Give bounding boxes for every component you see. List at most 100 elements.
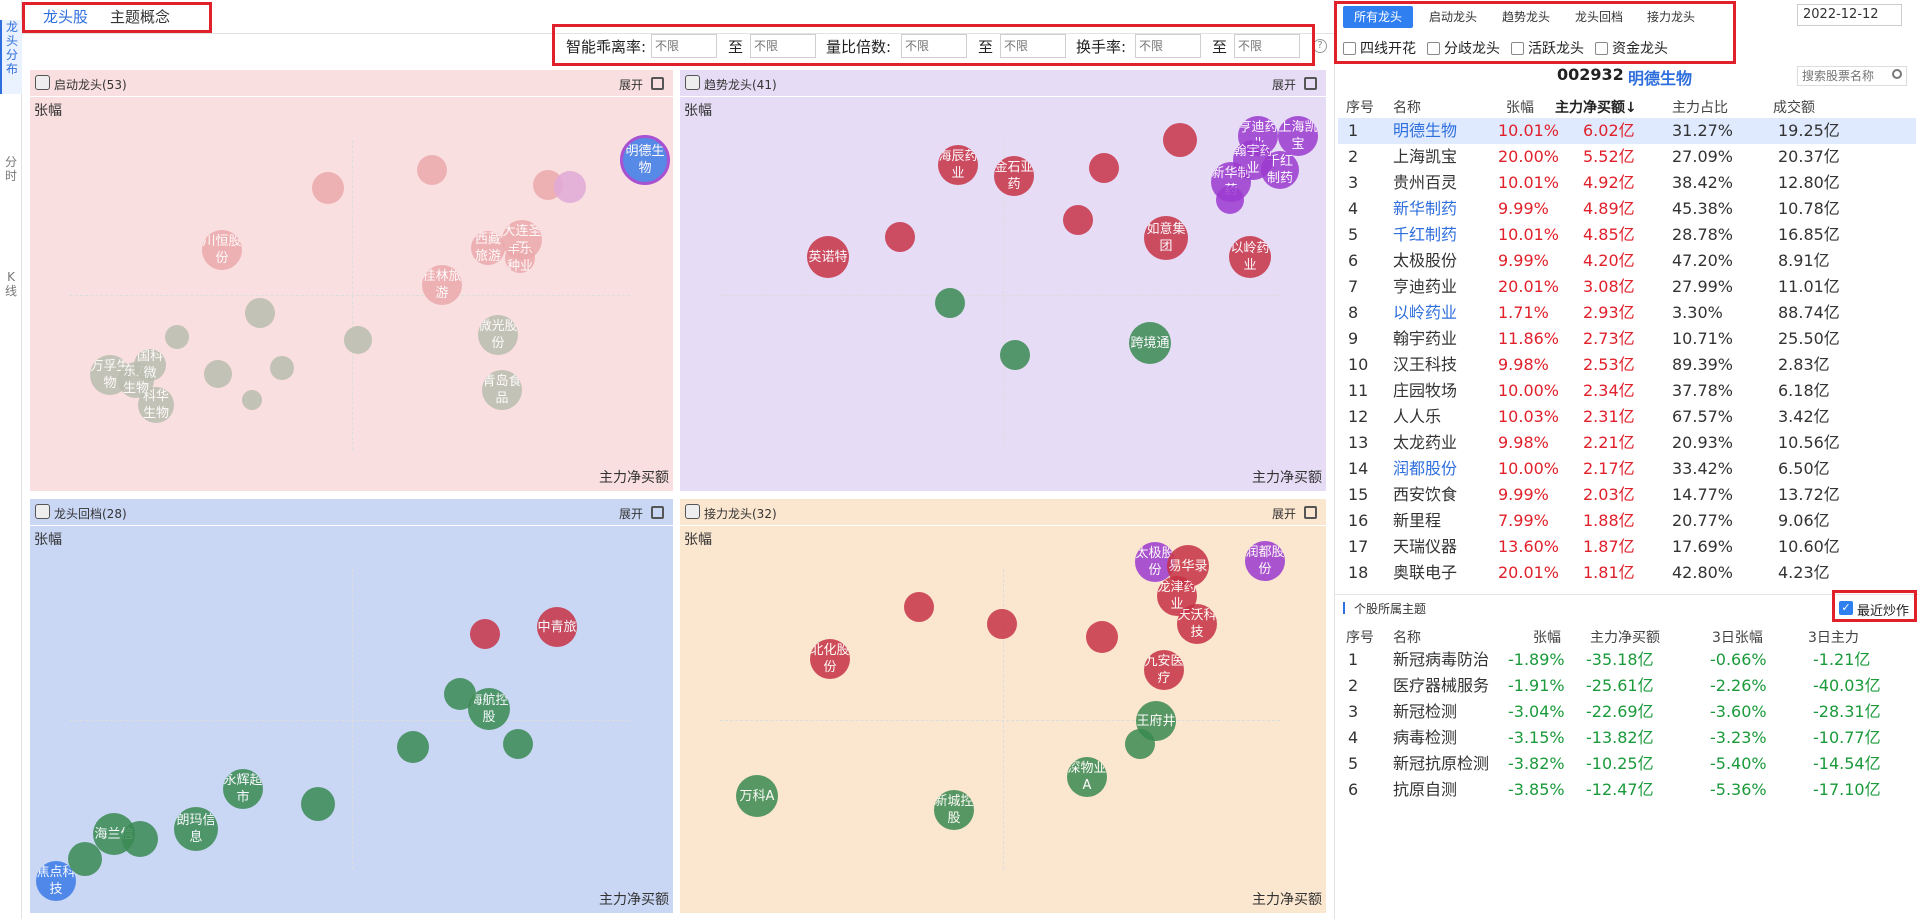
stock-bubble[interactable]: 金石亚药 xyxy=(994,156,1034,196)
deviation-min-input[interactable] xyxy=(651,34,717,58)
stock-bubble[interactable]: 川恒股份 xyxy=(202,230,242,270)
checkbox-box[interactable] xyxy=(1595,41,1608,55)
turnover-min-input[interactable] xyxy=(1135,34,1201,58)
fullscreen-icon[interactable] xyxy=(651,77,664,90)
header-ratio[interactable]: 主力占比 xyxy=(1672,100,1728,116)
tab-theme-concepts[interactable]: 主题概念 xyxy=(110,8,171,26)
header-3d-change[interactable]: 3日张幅 xyxy=(1712,630,1763,646)
stock-bubble[interactable] xyxy=(165,325,189,349)
volume-ratio-max-input[interactable] xyxy=(1000,34,1066,58)
table-row[interactable]: 18 奥联电子 20.01% 1.81亿 42.80% 4.23亿 xyxy=(1338,560,1916,586)
tab-relay-dragons[interactable]: 接力龙头 xyxy=(1646,10,1695,24)
table-row[interactable]: 10 汉王科技 9.98% 2.53亿 89.39% 2.83亿 xyxy=(1338,352,1916,378)
table-row[interactable]: 5 千红制药 10.01% 4.85亿 28.78% 16.85亿 xyxy=(1338,222,1916,248)
recent-hype-checkbox[interactable]: ✓ xyxy=(1839,601,1853,615)
stock-bubble[interactable] xyxy=(1000,340,1030,370)
checkbox-box[interactable] xyxy=(1511,41,1524,55)
table-row[interactable]: 6 太极股份 9.99% 4.20亿 47.20% 8.91亿 xyxy=(1338,248,1916,274)
stock-bubble[interactable] xyxy=(904,592,934,622)
table-row[interactable]: 16 新里程 7.99% 1.88亿 20.77% 9.06亿 xyxy=(1338,508,1916,534)
stock-bubble[interactable] xyxy=(444,678,476,710)
checkbox-capital[interactable]: 资金龙头 xyxy=(1595,38,1668,58)
table-row[interactable]: 1 明德生物 10.01% 6.02亿 31.27% 19.25亿 xyxy=(1338,118,1916,144)
stock-bubble[interactable] xyxy=(242,390,262,410)
table-row[interactable]: 6 抗原自测 -3.85% -12.47亿 -5.36% -17.10亿 xyxy=(1338,777,1916,803)
volume-ratio-min-input[interactable] xyxy=(901,34,967,58)
fullscreen-icon[interactable] xyxy=(651,506,664,519)
stock-bubble[interactable]: 桂林旅游 xyxy=(422,265,462,305)
stock-bubble[interactable] xyxy=(1063,205,1093,235)
stock-bubble[interactable] xyxy=(301,787,335,821)
table-row[interactable]: 8 以岭药业 1.71% 2.93亿 3.30% 88.74亿 xyxy=(1338,300,1916,326)
stock-bubble[interactable] xyxy=(1089,153,1119,183)
stock-bubble[interactable] xyxy=(344,326,372,354)
table-row[interactable]: 17 天瑞仪器 13.60% 1.87亿 17.69% 10.60亿 xyxy=(1338,534,1916,560)
stock-bubble[interactable]: 永辉超市 xyxy=(223,769,263,809)
table-row[interactable]: 3 贵州百灵 10.01% 4.92亿 38.42% 12.80亿 xyxy=(1338,170,1916,196)
expand-button[interactable]: 展开 xyxy=(618,507,643,521)
stock-bubble[interactable]: 新城控股 xyxy=(934,790,974,830)
stock-bubble[interactable]: 青岛食品 xyxy=(482,370,522,410)
stock-bubble[interactable]: 北化股份 xyxy=(810,639,850,679)
table-row[interactable]: 4 新华制药 9.99% 4.89亿 45.38% 10.78亿 xyxy=(1338,196,1916,222)
tab-trend-dragons[interactable]: 趋势龙头 xyxy=(1501,10,1550,24)
tab-startup-dragons[interactable]: 启动龙头 xyxy=(1428,10,1477,24)
vnav-item-kline[interactable]: K线 xyxy=(4,270,17,298)
stock-bubble[interactable]: 海辰药业 xyxy=(938,145,978,185)
table-row[interactable]: 3 新冠检测 -3.04% -22.69亿 -3.60% -28.31亿 xyxy=(1338,699,1916,725)
table-row[interactable]: 9 翰宇药业 11.86% 2.73亿 10.71% 25.50亿 xyxy=(1338,326,1916,352)
stock-bubble[interactable]: 焦点科技 xyxy=(36,861,76,901)
stock-bubble[interactable]: 科华生物 xyxy=(138,387,174,423)
stock-bubble[interactable] xyxy=(270,356,294,380)
stock-bubble[interactable] xyxy=(417,155,447,185)
stock-bubble[interactable] xyxy=(312,172,344,204)
table-row[interactable]: 4 病毒检测 -3.15% -13.82亿 -3.23% -10.77亿 xyxy=(1338,725,1916,751)
stock-bubble[interactable]: 跨境通 xyxy=(1129,322,1171,364)
stock-bubble[interactable]: 中青旅 xyxy=(537,607,577,647)
stock-bubble[interactable]: 英诺特 xyxy=(807,236,849,278)
table-row[interactable]: 11 庄园牧场 10.00% 2.34亿 37.78% 6.18亿 xyxy=(1338,378,1916,404)
vnav-item-dragon-distribution[interactable]: 龙头分布 xyxy=(0,20,22,94)
stock-bubble[interactable]: 微光股份 xyxy=(478,315,518,355)
expand-button[interactable]: 展开 xyxy=(1271,507,1296,521)
search-input[interactable] xyxy=(1797,66,1907,86)
stock-bubble[interactable]: 九安医疗 xyxy=(1144,650,1184,690)
tab-dragon-stocks[interactable]: 龙头股 xyxy=(43,6,89,32)
fullscreen-icon[interactable] xyxy=(1304,506,1317,519)
table-row[interactable]: 2 医疗器械服务 -1.91% -25.61亿 -2.26% -40.03亿 xyxy=(1338,673,1916,699)
stock-bubble[interactable] xyxy=(503,729,533,759)
stock-bubble[interactable]: 上海凯宝 xyxy=(1278,116,1318,156)
header-net-buy[interactable]: 主力净买额↓ xyxy=(1555,100,1637,116)
stock-bubble[interactable] xyxy=(1086,621,1118,653)
stock-bubble[interactable]: 丰乐种业 xyxy=(505,243,535,273)
tab-pullback-dragons[interactable]: 龙头回档 xyxy=(1574,10,1623,24)
table-row[interactable]: 1 新冠病毒防治 -1.89% -35.18亿 -0.66% -1.21亿 xyxy=(1338,647,1916,673)
stock-bubble[interactable]: 万科A xyxy=(736,775,778,817)
stock-bubble[interactable] xyxy=(935,288,965,318)
stock-bubble[interactable]: 西藏旅游 xyxy=(471,231,505,265)
stock-bubble[interactable]: 如意集团 xyxy=(1144,216,1188,260)
stock-bubble[interactable]: 朗玛信息 xyxy=(174,807,218,851)
header-3d-net[interactable]: 3日主力 xyxy=(1808,630,1859,646)
header-change[interactable]: 张幅 xyxy=(1506,100,1534,116)
checkbox-box[interactable] xyxy=(1343,41,1356,55)
stock-bubble[interactable] xyxy=(1125,729,1155,759)
help-icon[interactable]: ? xyxy=(1313,39,1327,53)
fullscreen-icon[interactable] xyxy=(1304,77,1317,90)
header-change[interactable]: 张幅 xyxy=(1533,630,1561,646)
stock-bubble[interactable] xyxy=(1216,186,1244,214)
table-row[interactable]: 13 太龙药业 9.98% 2.21亿 20.93% 10.56亿 xyxy=(1338,430,1916,456)
stock-bubble[interactable]: 国科微 xyxy=(134,349,166,381)
tab-all-dragons[interactable]: 所有龙头 xyxy=(1343,6,1413,28)
checkbox-divergence[interactable]: 分歧龙头 xyxy=(1427,38,1500,58)
stock-bubble[interactable] xyxy=(245,298,275,328)
stock-bubble[interactable] xyxy=(885,222,915,252)
stock-bubble[interactable]: 润都股份 xyxy=(1245,541,1285,581)
table-row[interactable]: 2 上海凯宝 20.00% 5.52亿 27.09% 20.37亿 xyxy=(1338,144,1916,170)
stock-bubble[interactable]: 深物业A xyxy=(1067,757,1107,797)
stock-bubble[interactable]: 海航控股 xyxy=(468,688,510,730)
deviation-max-input[interactable] xyxy=(750,34,816,58)
stock-bubble[interactable] xyxy=(1163,123,1197,157)
checkbox-active[interactable]: 活跃龙头 xyxy=(1511,38,1584,58)
stock-bubble[interactable]: 明德生物 xyxy=(620,135,670,185)
